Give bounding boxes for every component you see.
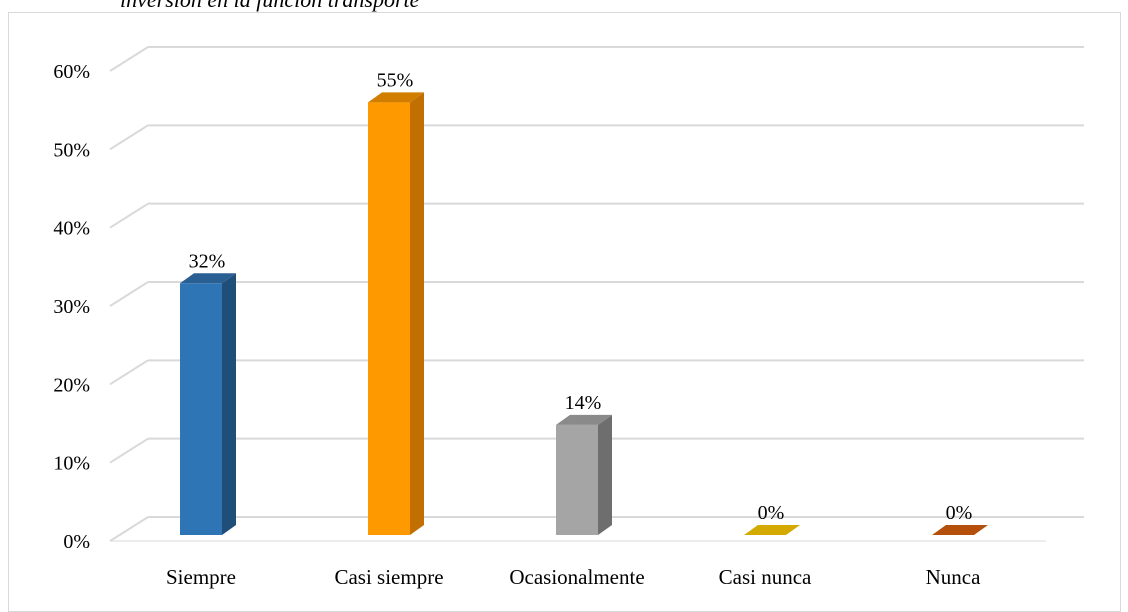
category-label: Siempre — [166, 565, 236, 589]
y-tick-label: 40% — [53, 218, 90, 240]
category-label: Ocasionalmente — [509, 565, 644, 589]
y-tick-label: 0% — [63, 531, 90, 553]
bar — [368, 92, 424, 535]
data-label: 0% — [946, 502, 973, 524]
data-label: 32% — [189, 250, 226, 272]
data-label: 55% — [377, 69, 414, 91]
gridline-side — [109, 437, 149, 464]
y-axis-ticks: 0% 10% 20% 30% 40% 50% 60% — [53, 61, 90, 553]
gridline-side — [109, 46, 149, 72]
chart-title: inversión en la función transporte — [120, 0, 419, 12]
gridline-side — [109, 202, 149, 229]
bar — [556, 414, 612, 535]
gridline-side — [109, 281, 149, 307]
category-label: Casi nunca — [719, 565, 812, 589]
y-tick-label: 10% — [53, 453, 90, 475]
bar-top — [744, 525, 800, 535]
bar-top — [932, 525, 988, 535]
bar-top — [556, 414, 612, 425]
bar-side — [598, 414, 612, 535]
bar-front — [368, 102, 410, 535]
bar — [180, 273, 236, 535]
y-tick-label: 30% — [53, 296, 90, 318]
gridline-side — [109, 516, 149, 542]
category-label: Casi siempre — [334, 565, 443, 589]
category-label: Nunca — [926, 565, 981, 589]
y-tick-label: 50% — [53, 139, 90, 161]
bar-top — [368, 92, 424, 103]
data-label: 0% — [758, 502, 785, 524]
gridline-side — [109, 124, 149, 151]
bar-front — [556, 424, 598, 535]
bar-side — [222, 273, 236, 535]
bar-front — [180, 283, 222, 535]
bar-top — [180, 273, 236, 284]
bar — [744, 525, 800, 535]
bars — [180, 92, 988, 535]
data-label: 14% — [565, 392, 602, 414]
gridlines — [109, 46, 1084, 542]
bar-side — [410, 92, 424, 535]
category-labels: Siempre Casi siempre Ocasionalmente Casi nu… — [166, 565, 981, 589]
data-labels: 32% 55% 14% 0% 0% — [189, 69, 973, 524]
y-tick-label: 20% — [53, 374, 90, 396]
bar — [932, 525, 988, 535]
y-tick-label: 60% — [53, 61, 90, 83]
gridline-side — [109, 359, 149, 386]
